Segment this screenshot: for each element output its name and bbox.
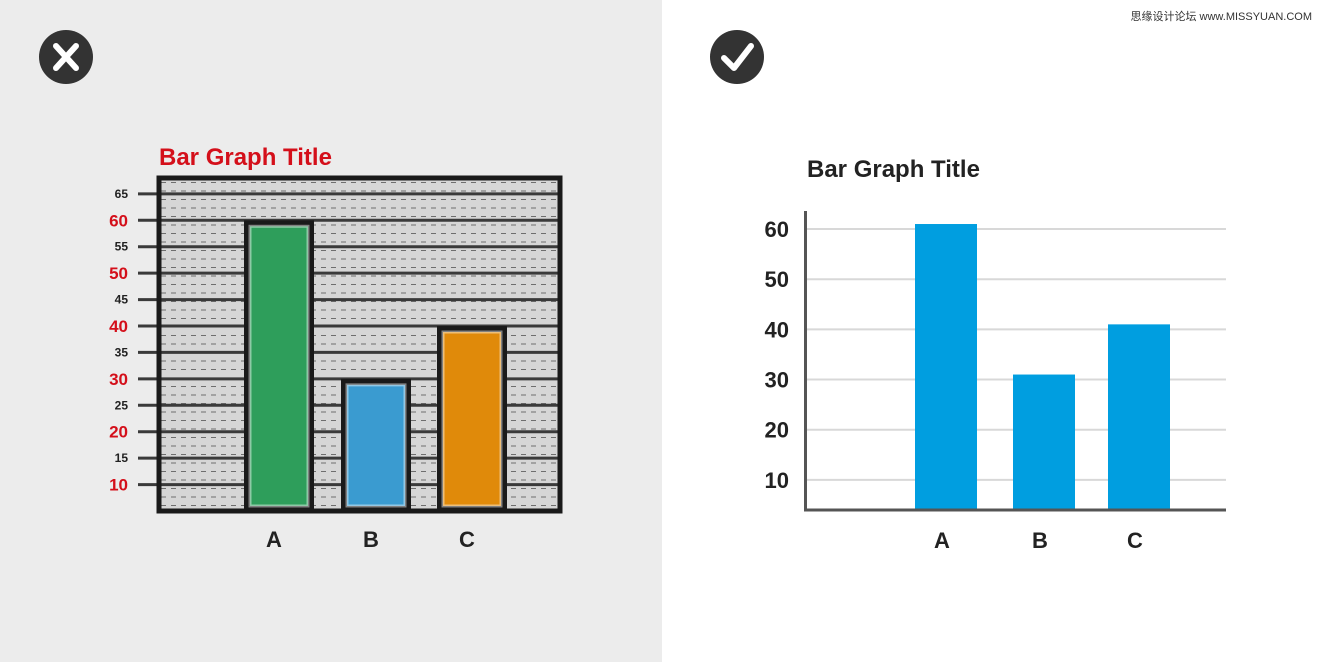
- bad-chart-title: Bar Graph Title: [159, 144, 332, 171]
- bad-y-tick-label: 60: [109, 211, 128, 230]
- bad-y-tick-label: 25: [115, 398, 129, 412]
- watermark: 思缘设计论坛 www.MISSYUAN.COM: [1130, 11, 1312, 23]
- good-x-tick-label: C: [1127, 528, 1143, 553]
- bad-x-axis: A B C: [266, 527, 475, 552]
- cross-icon: [39, 30, 93, 84]
- good-y-axis: 60 50 40 30 20 10: [765, 217, 789, 493]
- good-y-tick-label: 30: [765, 368, 789, 393]
- bad-y-tick-label: 20: [109, 423, 128, 442]
- good-x-tick-label: A: [934, 528, 950, 553]
- bad-y-tick-label: 10: [109, 476, 128, 495]
- bad-y-tick-label: 15: [115, 451, 129, 465]
- bad-bar: [248, 224, 310, 508]
- bad-x-tick-label: B: [363, 527, 379, 552]
- bad-y-tick-label: 45: [115, 293, 129, 307]
- good-x-tick-label: B: [1032, 528, 1048, 553]
- bad-x-tick-label: A: [266, 527, 282, 552]
- good-example-panel: 思缘设计论坛 www.MISSYUAN.COM Bar Graph Title …: [662, 0, 1324, 662]
- good-x-axis: A B C: [934, 528, 1143, 553]
- good-y-tick-label: 10: [765, 468, 789, 493]
- bad-y-tick-label: 55: [115, 240, 129, 254]
- good-bar: [1013, 374, 1075, 510]
- checkmark-icon: [710, 30, 764, 84]
- bad-y-tick-label: 35: [115, 345, 129, 359]
- bad-bar-chart: Bar Graph Title 65 60 55 50 45 40 35 30 25 20 15 10…: [109, 144, 563, 552]
- good-y-tick-label: 60: [765, 217, 789, 242]
- good-bars: [915, 224, 1170, 510]
- good-y-tick-label: 20: [765, 418, 789, 443]
- bad-y-tick-label: 40: [109, 317, 128, 336]
- good-chart-title: Bar Graph Title: [807, 156, 980, 183]
- bad-y-tick-label: 30: [109, 370, 128, 389]
- good-y-tick-label: 40: [765, 317, 789, 342]
- bad-y-tick-label: 65: [115, 187, 129, 201]
- bad-bar: [345, 383, 407, 508]
- good-bar: [915, 224, 977, 510]
- bad-example-panel: Bar Graph Title 65 60 55 50 45 40 35 30 25 20 15 10…: [0, 0, 662, 662]
- bad-y-axis: 65 60 55 50 45 40 35 30 25 20 15 10: [109, 187, 159, 495]
- bad-x-tick-label: C: [459, 527, 475, 552]
- bad-bars: [244, 220, 507, 512]
- bad-y-tick-label: 50: [109, 264, 128, 283]
- good-bar-chart: Bar Graph Title 60 50 40 30 20 10 A B C: [765, 156, 1226, 553]
- good-y-tick-label: 50: [765, 267, 789, 292]
- bad-bar: [441, 330, 503, 508]
- bad-plot-frame: [156, 175, 563, 514]
- good-bar: [1108, 324, 1170, 510]
